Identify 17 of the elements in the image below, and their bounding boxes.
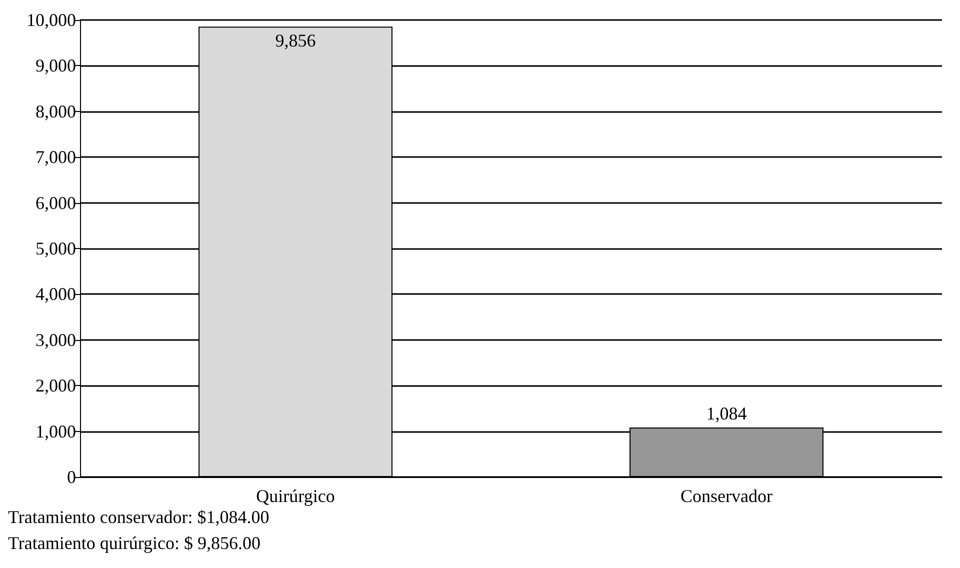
x-tick-label: Conservador (680, 486, 772, 506)
text: Tratamiento conservador: $1,084.00 (8, 507, 270, 527)
y-tick-label: 2,000 (36, 376, 76, 396)
y-tick-label: 3,000 (36, 330, 76, 350)
y-tick-label: 4,000 (36, 284, 76, 304)
data-label: 9,856 (275, 30, 316, 51)
y-tick-label: 5,000 (36, 238, 76, 258)
y-tick-label: 9,000 (36, 56, 76, 76)
y-tick-label: 0 (67, 467, 76, 487)
data-label: 1,084 (706, 403, 747, 424)
y-tick-label: 10,000 (26, 10, 76, 30)
y-tick-label: 7,000 (36, 147, 76, 168)
y-tick-label: 1,000 (36, 421, 76, 442)
text: Tratamiento quirúrgico: $ 9,856.00 (8, 533, 260, 553)
x-tick-label: Quirúrgico (256, 486, 335, 506)
y-tick-label: 8,000 (36, 101, 76, 122)
y-tick-label: 6,000 (36, 192, 76, 213)
